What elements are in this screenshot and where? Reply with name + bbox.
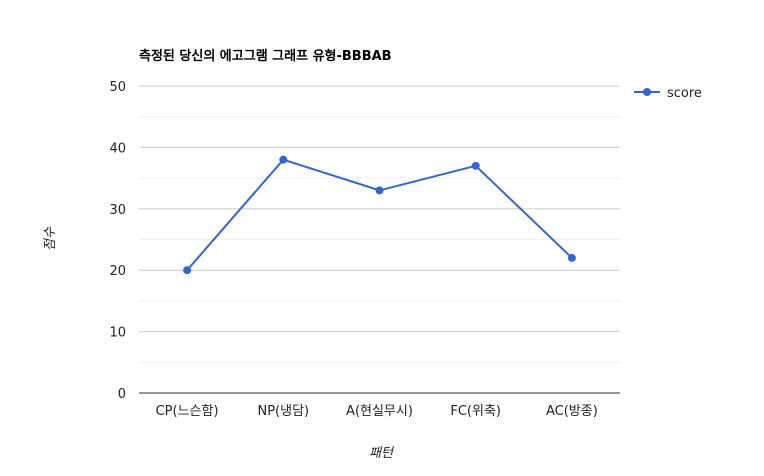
legend-label: score [667, 86, 702, 101]
data-point[interactable] [183, 266, 192, 275]
y-tick-labels: 0 10 20 30 40 50 [109, 80, 126, 402]
legend-marker-icon [643, 88, 651, 96]
x-tick-label: CP(느슨함) [156, 404, 219, 419]
series-line [186, 158, 573, 271]
x-tick-label: AC(방종) [546, 404, 598, 419]
y-tick-label: 0 [118, 387, 126, 402]
x-tick-label: A(현실무시) [346, 404, 413, 419]
series-layer [183, 155, 576, 275]
y-axis-title: 점수 [43, 226, 58, 251]
y-tick-label: 10 [109, 326, 126, 341]
y-tick-label: 20 [109, 264, 126, 279]
data-point[interactable] [375, 186, 384, 195]
data-point[interactable] [471, 161, 480, 170]
x-tick-labels: CP(느슨함) NP(냉담) A(현실무시) FC(위축) AC(방종) [156, 404, 598, 419]
data-point[interactable] [279, 155, 288, 164]
data-point[interactable] [567, 253, 576, 262]
x-tick-label: FC(위축) [450, 404, 501, 419]
y-tick-label: 30 [109, 203, 126, 218]
legend[interactable]: score [634, 86, 702, 101]
x-tick-label: NP(냉담) [257, 404, 309, 419]
x-axis-title: 패턴 [369, 446, 395, 461]
y-tick-label: 50 [109, 80, 126, 95]
grid-layer [139, 85, 620, 363]
chart-title: 측정된 당신의 에고그램 그래프 유형-BBBAB [139, 48, 392, 64]
y-tick-label: 40 [109, 141, 126, 156]
